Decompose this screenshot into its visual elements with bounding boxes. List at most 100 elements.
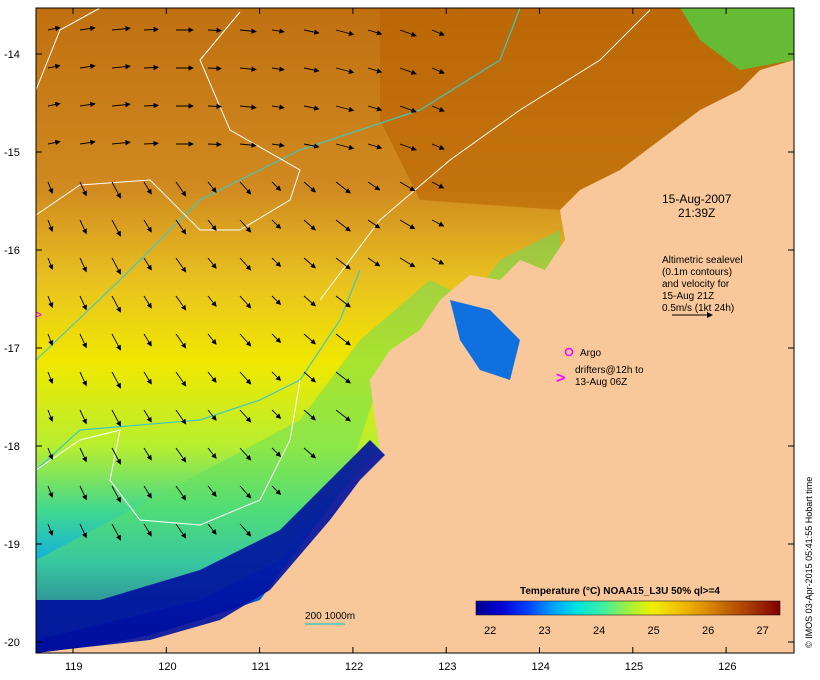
lat-tick-label: -15 xyxy=(4,147,20,159)
velocity-arrow xyxy=(271,28,285,34)
velocity-arrow xyxy=(79,523,87,539)
velocity-arrow xyxy=(143,295,152,309)
drifter-track-marker: > xyxy=(36,310,42,321)
velocity-arrow xyxy=(399,257,416,268)
northeast-green-coast xyxy=(680,8,794,70)
velocity-arrow xyxy=(399,29,417,37)
velocity-arrow xyxy=(47,139,61,146)
velocity-arrow xyxy=(207,141,222,148)
velocity-arrow xyxy=(175,219,187,235)
colorbar-tick-label: 25 xyxy=(648,625,660,637)
velocity-arrow xyxy=(239,142,257,148)
velocity-arrow xyxy=(143,333,152,347)
longitude-axis: 119 120 121 122 123 124 125 126 xyxy=(65,8,736,673)
velocity-arrow xyxy=(47,25,61,32)
velocity-arrow xyxy=(367,67,383,74)
velocity-arrow xyxy=(207,333,217,345)
velocity-arrow xyxy=(111,409,121,427)
velocity-arrow xyxy=(79,333,87,349)
sealevel-contour xyxy=(35,11,301,231)
velocity-arrow xyxy=(431,143,445,150)
velocity-arrow xyxy=(111,181,121,199)
velocity-arrow xyxy=(431,29,445,36)
velocity-arrow xyxy=(303,295,316,307)
velocity-arrow xyxy=(207,485,217,497)
lat-tick-label: -17 xyxy=(4,343,20,355)
velocity-arrow xyxy=(175,257,187,273)
velocity-arrow xyxy=(207,27,222,34)
velocity-arrow xyxy=(303,181,316,193)
lon-tick-label: 119 xyxy=(65,661,83,673)
velocity-arrow xyxy=(399,219,416,230)
velocity-arrow xyxy=(399,181,416,192)
velocity-arrow xyxy=(143,64,159,71)
drifter-marker: > xyxy=(556,370,565,387)
velocity-arrow xyxy=(111,523,121,541)
velocity-arrow xyxy=(143,257,152,271)
drifters-label-2: 13-Aug 06Z xyxy=(575,377,627,388)
velocity-arrow xyxy=(79,409,87,425)
velocity-arrow xyxy=(239,219,252,233)
sealevel-contour xyxy=(35,379,301,526)
velocity-arrow xyxy=(399,67,417,75)
colorbar-tick-label: 27 xyxy=(757,625,769,637)
velocity-arrow xyxy=(239,104,257,110)
velocity-arrow xyxy=(47,63,61,70)
lat-tick-label: -14 xyxy=(4,49,20,61)
velocity-arrow xyxy=(79,181,87,197)
velocity-arrow xyxy=(271,104,285,110)
velocity-arrow xyxy=(175,181,187,197)
velocity-arrow xyxy=(47,101,61,108)
velocity-arrow xyxy=(47,371,54,385)
velocity-arrow xyxy=(303,257,316,269)
velocity-arrow xyxy=(335,143,355,150)
velocity-arrow xyxy=(303,67,320,73)
velocity-arrow xyxy=(303,143,320,149)
velocity-arrow xyxy=(175,295,187,311)
velocity-arrow xyxy=(367,105,383,112)
velocity-arrow xyxy=(303,447,316,459)
velocity-arrow xyxy=(271,409,282,420)
velocity-arrow xyxy=(303,409,316,421)
land-mass xyxy=(36,60,794,653)
velocity-arrow xyxy=(207,257,217,269)
velocity-arrow xyxy=(143,523,152,537)
velocity-arrow xyxy=(175,485,187,501)
velocity-arrow xyxy=(431,181,445,189)
velocity-arrow xyxy=(143,371,152,385)
velocity-arrow xyxy=(111,101,131,108)
velocity-arrow xyxy=(47,333,54,347)
svg-text:and velocity for: and velocity for xyxy=(662,279,730,290)
colorbar-ticks: 22 23 24 25 26 27 xyxy=(484,625,769,637)
latitude-axis: -14 -15 -16 -17 -18 -19 -20 xyxy=(4,49,794,649)
map-date: 15-Aug-2007 xyxy=(662,192,732,206)
velocity-arrow xyxy=(303,29,320,35)
velocity-arrow xyxy=(367,181,381,191)
colorbar xyxy=(475,600,781,616)
isobath-200m-south xyxy=(35,269,361,471)
velocity-arrow xyxy=(111,371,121,389)
velocity-arrow xyxy=(303,371,316,383)
velocity-arrow xyxy=(335,295,351,308)
velocity-arrow xyxy=(335,29,355,36)
inlet-deep-blue xyxy=(36,440,385,653)
velocity-arrow xyxy=(79,485,87,501)
velocity-arrow xyxy=(431,257,445,265)
velocity-arrow xyxy=(335,181,351,194)
velocity-arrow xyxy=(367,29,383,36)
velocity-arrow xyxy=(207,523,217,535)
velocity-arrow xyxy=(335,105,355,112)
velocity-arrow xyxy=(111,447,121,465)
velocity-arrow xyxy=(47,447,54,461)
velocity-arrow xyxy=(79,25,96,32)
velocity-arrow xyxy=(111,333,121,351)
lat-tick-label: -20 xyxy=(4,637,20,649)
lon-tick-label: 125 xyxy=(625,661,643,673)
velocity-arrow xyxy=(111,63,131,70)
lat-tick-label: -19 xyxy=(4,539,20,551)
velocity-arrow xyxy=(239,485,252,499)
velocity-arrow xyxy=(79,219,87,235)
velocity-arrow xyxy=(79,257,87,273)
lon-tick-label: 122 xyxy=(345,661,363,673)
